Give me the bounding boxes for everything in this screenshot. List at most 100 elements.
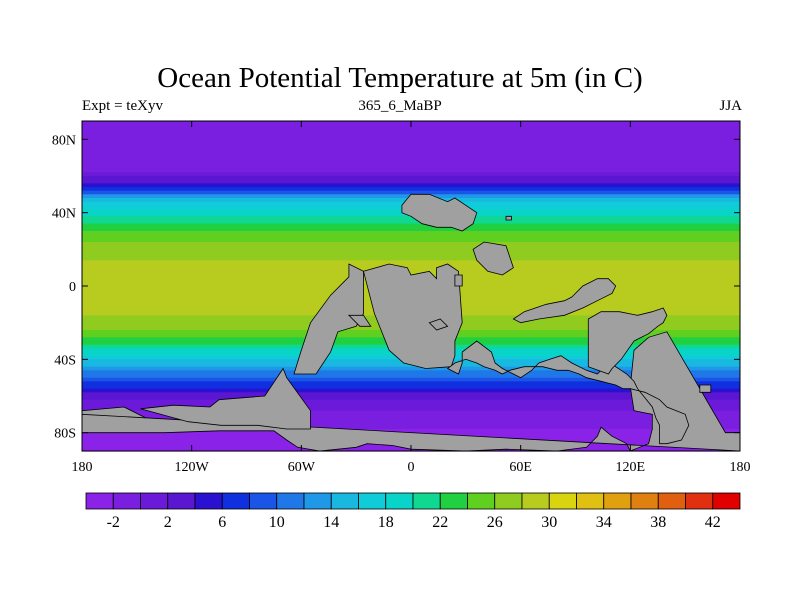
landmass: [512, 278, 617, 324]
temperature-band: [82, 132, 740, 137]
y-tick-label: 0: [69, 280, 76, 295]
colorbar-label: 26: [487, 514, 503, 531]
experiment-label: Expt = teXyv: [82, 98, 163, 114]
y-tick-label: 80N: [52, 133, 76, 148]
temperature-band: [82, 249, 740, 254]
colorbar-swatch: [303, 492, 332, 510]
landmass: [428, 318, 449, 331]
landmass: [446, 340, 690, 445]
temperature-band: [82, 161, 740, 166]
temperature-band: [82, 238, 740, 243]
temperature-band: [82, 374, 740, 379]
x-tick-label: 180: [730, 460, 751, 475]
colorbar-swatch: [521, 492, 550, 510]
temperature-band: [82, 429, 740, 434]
colorbar-label: 34: [596, 514, 612, 531]
temperature-band: [82, 271, 740, 276]
temperature-band: [82, 157, 740, 162]
colorbar-swatch: [276, 492, 305, 510]
temperature-band: [82, 165, 740, 170]
y-tick-label: 40S: [54, 353, 76, 368]
colorbar-swatch: [657, 492, 686, 510]
colorbar-swatch: [576, 492, 605, 510]
x-tick-label: 120E: [616, 460, 646, 475]
season-label: JJA: [719, 98, 742, 114]
landmass: [699, 384, 712, 393]
temperature-band: [82, 267, 740, 272]
colorbar-swatch: [603, 492, 632, 510]
temperature-band: [82, 242, 740, 247]
temperature-band: [82, 143, 740, 148]
y-tick-label: 80S: [54, 427, 76, 442]
colorbar-swatch: [412, 492, 441, 510]
temperature-band: [82, 227, 740, 232]
colorbar-swatch: [167, 492, 196, 510]
colorbar-label: -2: [107, 514, 120, 531]
temperature-band: [82, 377, 740, 382]
temperature-band: [82, 381, 740, 386]
temperature-band: [82, 396, 740, 401]
temperature-band: [82, 216, 740, 221]
temperature-band: [82, 154, 740, 159]
landmass: [505, 215, 512, 221]
temperature-band: [82, 370, 740, 375]
land-mask: [81, 193, 741, 452]
temperature-band: [82, 190, 740, 195]
landmass: [401, 193, 478, 232]
landmass: [347, 314, 372, 327]
colorbar-swatch: [385, 492, 414, 510]
temperature-band: [82, 172, 740, 177]
colorbar-swatch: [85, 492, 114, 510]
x-tick-label: 120W: [175, 460, 210, 475]
colorbar-swatch: [249, 492, 278, 510]
colorbar-label: 38: [650, 514, 666, 531]
colorbar-swatch: [685, 492, 714, 510]
colorbar-label: 22: [432, 514, 448, 531]
colorbar: -2 2 6 10 14 18 22 26 30 34 38 42: [85, 492, 741, 531]
colorbar-swatch: [467, 492, 496, 510]
colorbar-label: 30: [541, 514, 557, 531]
temperature-band: [82, 399, 740, 404]
landmass: [587, 307, 668, 375]
temperature-band: [82, 388, 740, 393]
temperature-band: [82, 425, 740, 430]
temperature-band: [82, 410, 740, 415]
colorbar-swatch: [112, 492, 141, 510]
temperature-band: [82, 418, 740, 423]
colorbar-label: 14: [323, 514, 339, 531]
landmass: [140, 367, 311, 430]
temperature-band: [82, 392, 740, 397]
temperature-band: [82, 414, 740, 419]
temperature-band: [82, 366, 740, 371]
temperature-band: [82, 168, 740, 173]
colorbar-swatch: [494, 492, 523, 510]
colorbar-swatch: [439, 492, 468, 510]
colorbar-label: 2: [164, 514, 172, 531]
colorbar-swatch: [358, 492, 387, 510]
landmass: [472, 241, 514, 276]
y-tick-label: 40N: [52, 207, 76, 222]
temperature-band: [82, 223, 740, 228]
temperature-band: [82, 128, 740, 133]
temperature-band: [82, 421, 740, 426]
temperature-band: [82, 150, 740, 155]
colorbar-label: 42: [705, 514, 721, 531]
colorbar-swatch: [221, 492, 250, 510]
temperature-band: [82, 234, 740, 239]
colorbar-swatch: [630, 492, 659, 510]
temperature-band: [82, 183, 740, 188]
colorbar-swatch: [712, 492, 741, 510]
temperature-band: [82, 385, 740, 390]
colorbar-label: 18: [378, 514, 394, 531]
temperature-band: [82, 187, 740, 192]
temperature-band: [82, 179, 740, 184]
period-label: 365_6_MaBP: [358, 98, 442, 114]
temperature-band: [82, 264, 740, 269]
temperature-band: [82, 407, 740, 412]
x-tick-label: 0: [408, 460, 415, 475]
temperature-band: [82, 256, 740, 261]
colorbar-label: 6: [218, 514, 226, 531]
map-axes: 180 120W 60W 0 60E 120E 180 80N 40N 0 40S 80S: [52, 121, 751, 475]
temperature-band: [82, 146, 740, 151]
temperature-band: [82, 231, 740, 236]
